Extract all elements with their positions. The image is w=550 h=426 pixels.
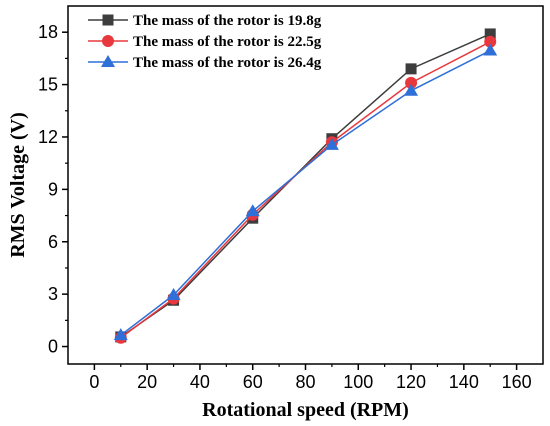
legend-marker bbox=[102, 35, 114, 47]
x-tick-label: 140 bbox=[449, 372, 479, 392]
x-tick-label: 0 bbox=[89, 372, 99, 392]
data-point bbox=[406, 63, 417, 74]
x-tick-label: 60 bbox=[243, 372, 263, 392]
x-tick-label: 100 bbox=[343, 372, 373, 392]
y-tick-label: 0 bbox=[48, 337, 58, 357]
y-tick-label: 18 bbox=[38, 22, 58, 42]
x-tick-label: 160 bbox=[502, 372, 532, 392]
x-tick-label: 120 bbox=[396, 372, 426, 392]
x-tick-label: 80 bbox=[295, 372, 315, 392]
x-tick-label: 40 bbox=[190, 372, 210, 392]
y-tick-label: 15 bbox=[38, 75, 58, 95]
legend-label: The mass of the rotor is 26.4g bbox=[133, 55, 322, 71]
y-tick-label: 3 bbox=[48, 284, 58, 304]
y-tick-label: 6 bbox=[48, 232, 58, 252]
y-tick-label: 12 bbox=[38, 127, 58, 147]
legend-label: The mass of the rotor is 19.8g bbox=[133, 13, 322, 29]
x-tick-label: 20 bbox=[137, 372, 157, 392]
y-axis-title: RMS Voltage (V) bbox=[7, 112, 29, 258]
legend-marker bbox=[103, 15, 114, 26]
legend-label: The mass of the rotor is 22.5g bbox=[133, 34, 322, 50]
x-axis-title: Rotational speed (RPM) bbox=[202, 399, 409, 421]
y-tick-label: 9 bbox=[48, 179, 58, 199]
